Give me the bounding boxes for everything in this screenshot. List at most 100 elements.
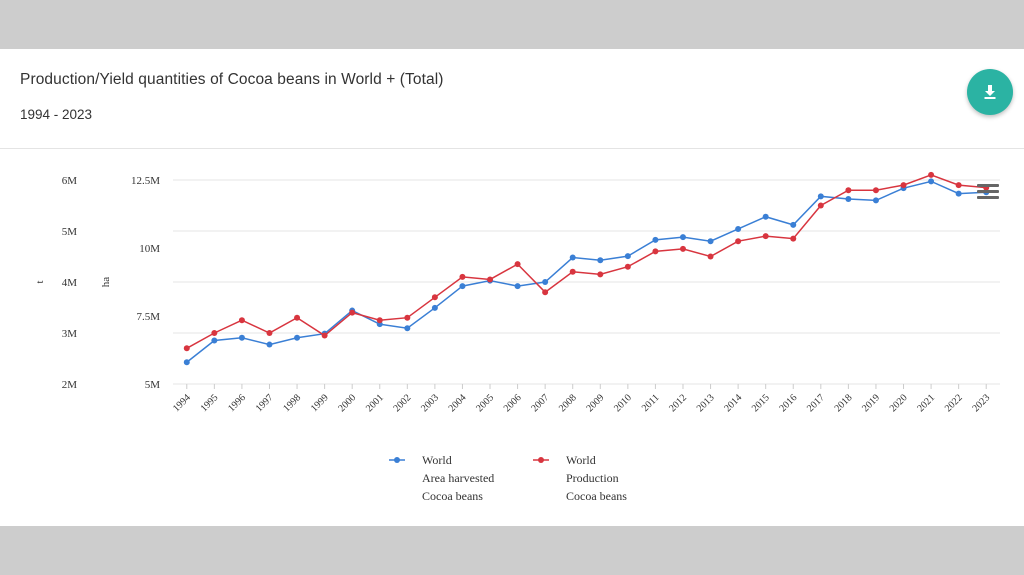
data-point-area-harvested xyxy=(431,304,438,311)
data-point-area-harvested xyxy=(707,238,714,245)
data-point-area-harvested xyxy=(294,334,301,341)
x-tick-label: 2022 xyxy=(943,392,965,414)
data-point-production xyxy=(928,171,935,178)
y-left-tick-label: 2M xyxy=(62,379,78,391)
x-tick-label: 2017 xyxy=(805,392,827,414)
data-point-production xyxy=(872,187,879,194)
data-point-production xyxy=(487,276,494,283)
x-tick-label: 1998 xyxy=(281,392,303,414)
data-point-production xyxy=(762,233,769,240)
data-point-production xyxy=(514,261,521,268)
data-point-production xyxy=(790,235,797,242)
x-tick-label: 1995 xyxy=(199,392,221,414)
data-point-production xyxy=(900,182,907,189)
data-point-area-harvested xyxy=(872,197,879,204)
data-point-production xyxy=(404,314,411,321)
data-point-production xyxy=(211,330,218,336)
data-point-area-harvested xyxy=(679,234,686,241)
data-point-area-harvested xyxy=(514,283,521,290)
data-point-production xyxy=(624,263,631,270)
data-point-production xyxy=(707,253,714,260)
y-left-tick-label: 6M xyxy=(62,175,78,187)
data-point-area-harvested xyxy=(955,190,962,197)
legend-swatch-dot xyxy=(538,457,544,463)
data-point-production xyxy=(294,314,301,321)
chart-title: Production/Yield quantities of Cocoa bea… xyxy=(20,71,444,88)
data-point-production xyxy=(349,309,356,316)
data-point-production xyxy=(735,238,742,245)
data-point-production xyxy=(597,271,604,278)
legend-label: Production xyxy=(566,471,619,485)
data-point-area-harvested xyxy=(238,334,245,341)
data-point-production xyxy=(183,345,190,352)
x-tick-label: 2011 xyxy=(640,392,662,414)
y-right-tick-label: 7.5M xyxy=(136,311,160,323)
x-tick-label: 2001 xyxy=(364,392,386,414)
data-point-production xyxy=(845,187,852,194)
x-tick-label: 2019 xyxy=(860,392,882,414)
data-point-area-harvested xyxy=(928,178,935,185)
legend-label: Cocoa beans xyxy=(566,489,627,503)
x-tick-label: 1999 xyxy=(309,392,331,414)
legend-swatch-dot xyxy=(394,457,400,463)
data-point-area-harvested xyxy=(542,279,549,285)
series-line-area-harvested xyxy=(186,180,987,363)
data-point-production xyxy=(321,332,328,339)
data-point-area-harvested xyxy=(735,225,742,232)
data-point-area-harvested xyxy=(597,257,604,264)
y-right-tick-label: 10M xyxy=(139,243,160,255)
x-tick-label: 2014 xyxy=(722,392,744,414)
line-chart: 2M 3M 4M 5M 6M 5M 7.5M 10M 12.5M t ha 1994 1995 1996 1… xyxy=(34,171,1000,503)
y-left-tick-label: 5M xyxy=(62,226,78,238)
chart-subtitle: 1994 - 2023 xyxy=(20,107,93,122)
y-right-axis-title: ha xyxy=(100,277,112,288)
data-point-area-harvested xyxy=(211,337,218,344)
data-point-production xyxy=(955,182,962,189)
x-tick-label: 2005 xyxy=(474,392,496,414)
x-tick-label: 2013 xyxy=(695,392,717,414)
data-point-production xyxy=(569,268,576,275)
x-tick-label: 1996 xyxy=(226,392,248,414)
data-point-production xyxy=(817,202,824,209)
y-left-axis-title: t xyxy=(34,280,46,283)
x-tick-label: 2006 xyxy=(502,392,524,414)
legend-label: Area harvested xyxy=(422,471,494,485)
x-tick-label: 2012 xyxy=(667,392,689,414)
data-point-area-harvested xyxy=(459,283,466,290)
x-tick-label: 2000 xyxy=(336,392,358,414)
y-right-tick-label: 5M xyxy=(145,379,161,391)
x-tick-label: 2010 xyxy=(612,392,634,414)
header-divider xyxy=(0,148,1024,149)
data-point-production xyxy=(652,248,659,255)
x-tick-label: 2009 xyxy=(584,392,606,414)
data-point-production xyxy=(238,317,245,324)
download-button[interactable] xyxy=(967,69,1013,115)
data-point-area-harvested xyxy=(790,221,797,228)
hamburger-menu-icon[interactable] xyxy=(977,184,999,202)
data-point-area-harvested xyxy=(266,341,273,348)
data-point-production xyxy=(376,317,383,324)
x-tick-label: 2002 xyxy=(392,392,414,414)
data-point-area-harvested xyxy=(762,213,769,220)
series-line-production xyxy=(186,174,987,349)
data-point-area-harvested xyxy=(624,253,631,260)
y-right-tick-label: 12.5M xyxy=(131,175,160,187)
data-point-area-harvested xyxy=(183,359,190,366)
y-left-tick-label: 3M xyxy=(62,328,78,340)
x-tick-label: 2018 xyxy=(833,392,855,414)
data-point-production xyxy=(542,289,549,296)
legend-label: World xyxy=(422,453,452,467)
data-point-production xyxy=(459,273,466,280)
x-tick-label: 2021 xyxy=(915,392,937,414)
x-tick-label: 2020 xyxy=(888,392,910,414)
data-point-production xyxy=(679,245,686,252)
x-tick-label: 2004 xyxy=(447,392,469,414)
x-tick-label: 2007 xyxy=(529,392,551,414)
chart-header: Production/Yield quantities of Cocoa bea… xyxy=(0,49,1024,149)
x-tick-label: 1997 xyxy=(254,392,276,414)
x-tick-label: 2003 xyxy=(419,392,441,414)
x-tick-label: 2016 xyxy=(777,392,799,414)
legend-label: Cocoa beans xyxy=(422,489,483,503)
data-point-area-harvested xyxy=(404,325,411,332)
x-tick-label: 1994 xyxy=(171,392,193,414)
